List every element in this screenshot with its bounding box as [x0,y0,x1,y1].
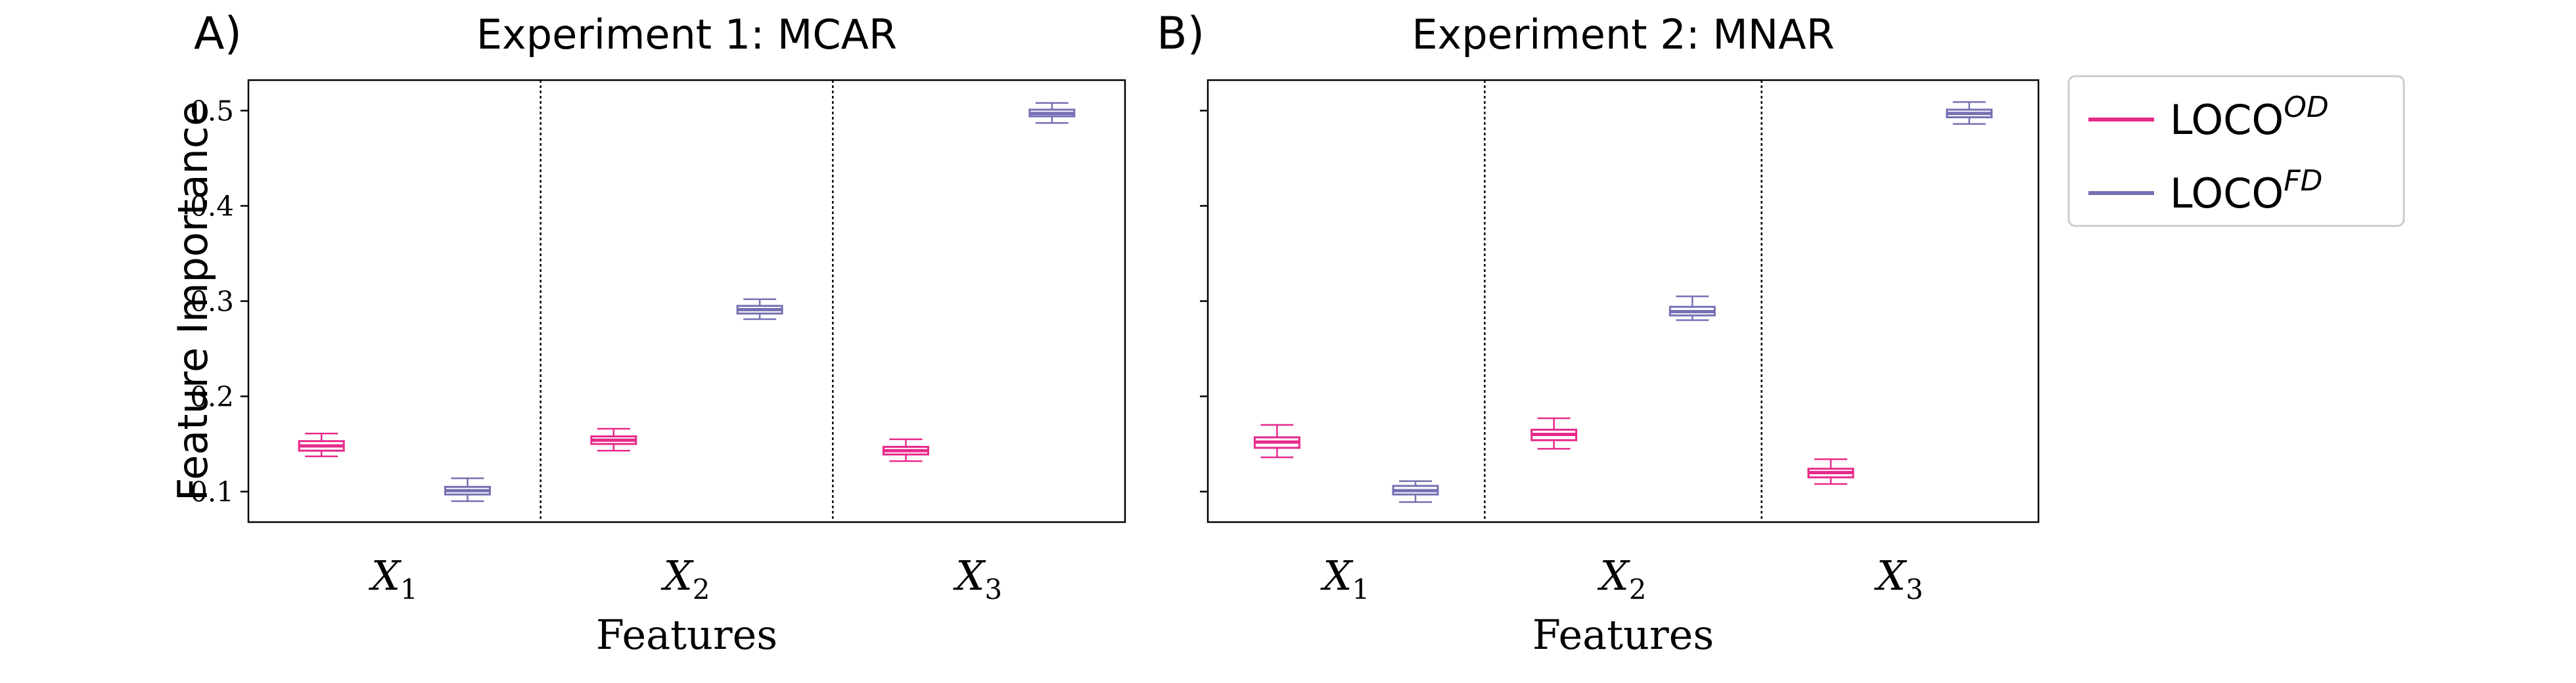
legend-frame [2067,75,2405,227]
box-X2-series-2 [736,298,783,320]
panel-label: B) [1157,8,1205,60]
x-axis-label: Features [1532,611,1714,659]
y-axis-label: Feature Importance [169,101,217,501]
box-X3-series-2 [1028,102,1076,124]
axes-frame [247,79,1126,523]
x-tick-label: X3 [1874,552,1923,606]
x-tick-label-base: X [1598,552,1631,600]
x-tick-label: X1 [369,552,418,606]
legend-label-base: LOCO [2170,96,2284,144]
legend-label-2: LOCOFD [2170,164,2322,217]
x-tick-label-subscript: 3 [1906,573,1923,606]
y-tick-label: 0.1 [190,476,234,508]
x-tick-label-base: X [1874,552,1908,600]
x-tick-label-subscript: 3 [984,573,1002,606]
box-X1-series-2 [444,477,491,502]
chart-title: Experiment 2: MNAR [1412,11,1834,58]
box-X2-series-1 [1530,417,1578,450]
x-tick-label-base: X [661,552,695,600]
x-tick-label-base: X [953,552,986,600]
x-tick-label: X3 [953,552,1002,606]
x-tick-label-subscript: 1 [1352,573,1369,606]
x-tick-label-base: X [369,552,402,600]
legend-label-superscript: OD [2284,91,2329,124]
y-tick-label: 0.4 [190,190,234,222]
axes-frame [1207,79,2040,523]
x-tick-label-subscript: 2 [693,573,710,606]
box-X1-series-1 [298,432,345,458]
x-tick-label-subscript: 1 [400,573,418,606]
x-axis-label: Features [596,611,777,659]
box-X1-series-2 [1392,480,1439,503]
panel-label: A) [194,8,242,60]
legend-label-base: LOCO [2170,169,2284,217]
x-tick-label: X1 [1320,552,1369,606]
box-X3-series-1 [883,438,929,462]
x-tick-label-base: X [1320,552,1354,600]
legend-label-1: LOCOOD [2170,91,2329,144]
chart-title: Experiment 1: MCAR [476,11,897,58]
y-tick-label: 0.3 [190,286,234,318]
box-X3-series-2 [1946,101,1993,125]
box-X3-series-1 [1807,458,1854,485]
x-tick-label: X2 [1598,552,1647,606]
box-X1-series-1 [1253,424,1300,458]
box-X2-series-1 [590,428,637,452]
y-tick-label: 0.5 [190,95,234,127]
y-tick-label: 0.2 [190,381,234,413]
x-tick-label: X2 [661,552,710,606]
x-tick-label-subscript: 2 [1629,573,1647,606]
legend-label-superscript: FD [2284,164,2322,198]
box-X2-series-2 [1668,295,1716,321]
